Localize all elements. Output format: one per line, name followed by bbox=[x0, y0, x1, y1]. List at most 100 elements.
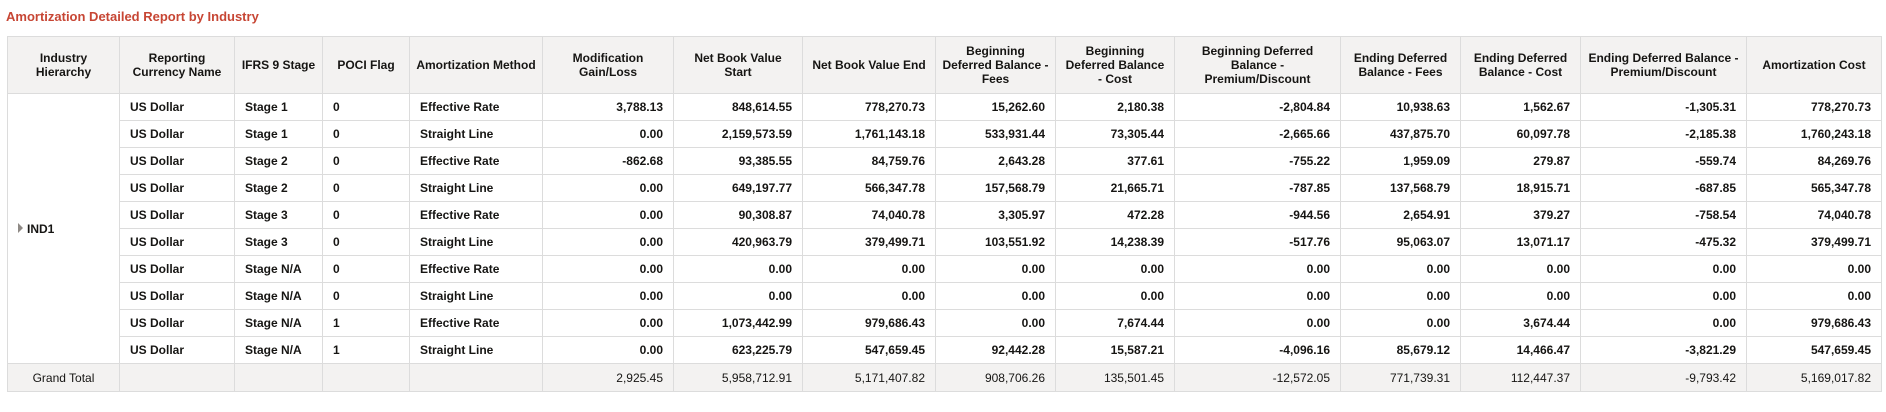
cell-amortization-cost: 547,659.45 bbox=[1746, 336, 1882, 364]
col-header-reporting-currency[interactable]: Reporting Currency Name bbox=[119, 36, 235, 94]
cell-end-def-fees: 85,679.12 bbox=[1340, 336, 1461, 364]
cell-nbv-start: 90,308.87 bbox=[673, 201, 803, 229]
cell-mod-gain-loss: 0.00 bbox=[542, 282, 674, 310]
cell-method: Effective Rate bbox=[409, 147, 543, 175]
cell-beg-def-premium: -755.22 bbox=[1174, 147, 1341, 175]
col-header-beg-def-fees[interactable]: Beginning Deferred Balance - Fees bbox=[935, 36, 1056, 94]
table-row: US Dollar Stage 2 0 Straight Line 0.00 649,19… bbox=[8, 174, 1882, 202]
cell-end-def-cost: 0.00 bbox=[1460, 255, 1581, 283]
cell-beg-def-premium: 0.00 bbox=[1174, 309, 1341, 337]
cell-beg-def-fees: 3,305.97 bbox=[935, 201, 1056, 229]
amortization-report-table: Industry Hierarchy Reporting Currency Na… bbox=[7, 36, 1882, 392]
col-header-end-def-premium[interactable]: Ending Deferred Balance - Premium/Discou… bbox=[1580, 36, 1747, 94]
cell-end-def-premium: -3,821.29 bbox=[1580, 336, 1747, 364]
cell-mod-gain-loss: 0.00 bbox=[542, 228, 674, 256]
cell-poci: 1 bbox=[322, 309, 410, 337]
cell-beg-def-premium: 0.00 bbox=[1174, 282, 1341, 310]
cell-end-def-cost: 0.00 bbox=[1460, 282, 1581, 310]
total-nbv-start: 5,958,712.91 bbox=[673, 363, 803, 392]
cell-nbv-end: 979,686.43 bbox=[802, 309, 936, 337]
cell-mod-gain-loss: 0.00 bbox=[542, 201, 674, 229]
total-nbv-end: 5,171,407.82 bbox=[802, 363, 936, 392]
cell-stage: Stage N/A bbox=[234, 282, 323, 310]
cell-currency: US Dollar bbox=[119, 93, 235, 121]
total-beg-def-fees: 908,706.26 bbox=[935, 363, 1056, 392]
col-header-nbv-end[interactable]: Net Book Value End bbox=[802, 36, 936, 94]
cell-mod-gain-loss: 0.00 bbox=[542, 336, 674, 364]
cell-stage: Stage N/A bbox=[234, 336, 323, 364]
cell-beg-def-fees: 2,643.28 bbox=[935, 147, 1056, 175]
cell-mod-gain-loss: 0.00 bbox=[542, 309, 674, 337]
cell-end-def-cost: 3,674.44 bbox=[1460, 309, 1581, 337]
header-row: Industry Hierarchy Reporting Currency Na… bbox=[7, 36, 1882, 94]
cell-end-def-cost: 60,097.78 bbox=[1460, 120, 1581, 148]
cell-nbv-start: 0.00 bbox=[673, 255, 803, 283]
cell-beg-def-cost: 73,305.44 bbox=[1055, 120, 1175, 148]
cell-stage: Stage 3 bbox=[234, 228, 323, 256]
group-cell-ind1[interactable]: IND1 bbox=[7, 93, 120, 364]
cell-mod-gain-loss: -862.68 bbox=[542, 147, 674, 175]
cell-nbv-end: 1,761,143.18 bbox=[802, 120, 936, 148]
col-header-end-def-fees[interactable]: Ending Deferred Balance - Fees bbox=[1340, 36, 1461, 94]
cell-method: Straight Line bbox=[409, 336, 543, 364]
col-header-amortization-cost[interactable]: Amortization Cost bbox=[1746, 36, 1882, 94]
cell-beg-def-premium: -944.56 bbox=[1174, 201, 1341, 229]
cell-beg-def-cost: 2,180.38 bbox=[1055, 93, 1175, 121]
cell-currency: US Dollar bbox=[119, 120, 235, 148]
cell-currency: US Dollar bbox=[119, 201, 235, 229]
cell-beg-def-cost: 7,674.44 bbox=[1055, 309, 1175, 337]
cell-currency: US Dollar bbox=[119, 255, 235, 283]
table-row: IND1 US Dollar Stage 1 0 Effective Rate … bbox=[7, 93, 1882, 364]
cell-beg-def-fees: 0.00 bbox=[935, 282, 1056, 310]
cell-end-def-premium: -687.85 bbox=[1580, 174, 1747, 202]
cell-amortization-cost: 379,499.71 bbox=[1746, 228, 1882, 256]
cell-amortization-cost: 0.00 bbox=[1746, 255, 1882, 283]
cell-beg-def-cost: 21,665.71 bbox=[1055, 174, 1175, 202]
cell-method: Effective Rate bbox=[409, 93, 543, 121]
cell-beg-def-premium: -4,096.16 bbox=[1174, 336, 1341, 364]
col-header-beg-def-cost[interactable]: Beginning Deferred Balance - Cost bbox=[1055, 36, 1175, 94]
cell-end-def-premium: -1,305.31 bbox=[1580, 93, 1747, 121]
triangle-right-icon[interactable] bbox=[18, 223, 23, 234]
cell-poci: 0 bbox=[322, 174, 410, 202]
cell-end-def-premium: 0.00 bbox=[1580, 309, 1747, 337]
cell-amortization-cost: 565,347.78 bbox=[1746, 174, 1882, 202]
cell-end-def-fees: 2,654.91 bbox=[1340, 201, 1461, 229]
cell-beg-def-premium: 0.00 bbox=[1174, 255, 1341, 283]
cell-stage: Stage 3 bbox=[234, 201, 323, 229]
cell-currency: US Dollar bbox=[119, 147, 235, 175]
cell-stage: Stage 2 bbox=[234, 147, 323, 175]
table-row: US Dollar Stage N/A 1 Effective Rate 0.00 1,0… bbox=[8, 309, 1882, 337]
cell-nbv-end: 566,347.78 bbox=[802, 174, 936, 202]
cell-beg-def-cost: 0.00 bbox=[1055, 255, 1175, 283]
col-header-end-def-cost[interactable]: Ending Deferred Balance - Cost bbox=[1460, 36, 1581, 94]
cell-end-def-premium: -758.54 bbox=[1580, 201, 1747, 229]
col-header-beg-def-premium[interactable]: Beginning Deferred Balance - Premium/Dis… bbox=[1174, 36, 1341, 94]
table-row: US Dollar Stage N/A 0 Straight Line 0.00 0.00… bbox=[8, 282, 1882, 310]
cell-currency: US Dollar bbox=[119, 336, 235, 364]
cell-amortization-cost: 778,270.73 bbox=[1746, 93, 1882, 121]
cell-poci: 0 bbox=[322, 93, 410, 121]
cell-end-def-fees: 137,568.79 bbox=[1340, 174, 1461, 202]
cell-nbv-end: 778,270.73 bbox=[802, 93, 936, 121]
cell-stage: Stage N/A bbox=[234, 255, 323, 283]
cell-beg-def-fees: 533,931.44 bbox=[935, 120, 1056, 148]
cell-method: Effective Rate bbox=[409, 309, 543, 337]
cell-method: Effective Rate bbox=[409, 201, 543, 229]
col-header-ifrs9-stage[interactable]: IFRS 9 Stage bbox=[234, 36, 323, 94]
cell-amortization-cost: 74,040.78 bbox=[1746, 201, 1882, 229]
cell-beg-def-fees: 0.00 bbox=[935, 309, 1056, 337]
cell-poci: 0 bbox=[322, 147, 410, 175]
cell-mod-gain-loss: 0.00 bbox=[542, 255, 674, 283]
cell-mod-gain-loss: 0.00 bbox=[542, 174, 674, 202]
cell-end-def-premium: -559.74 bbox=[1580, 147, 1747, 175]
cell-nbv-end: 547,659.45 bbox=[802, 336, 936, 364]
col-header-poci-flag[interactable]: POCI Flag bbox=[322, 36, 410, 94]
col-header-modification-gain-loss[interactable]: Modification Gain/Loss bbox=[542, 36, 674, 94]
cell-end-def-fees: 0.00 bbox=[1340, 309, 1461, 337]
cell-nbv-end: 84,759.76 bbox=[802, 147, 936, 175]
col-header-industry-hierarchy[interactable]: Industry Hierarchy bbox=[7, 36, 120, 94]
col-header-amortization-method[interactable]: Amortization Method bbox=[409, 36, 543, 94]
col-header-nbv-start[interactable]: Net Book Value Start bbox=[673, 36, 803, 94]
total-end-def-cost: 112,447.37 bbox=[1460, 363, 1581, 392]
